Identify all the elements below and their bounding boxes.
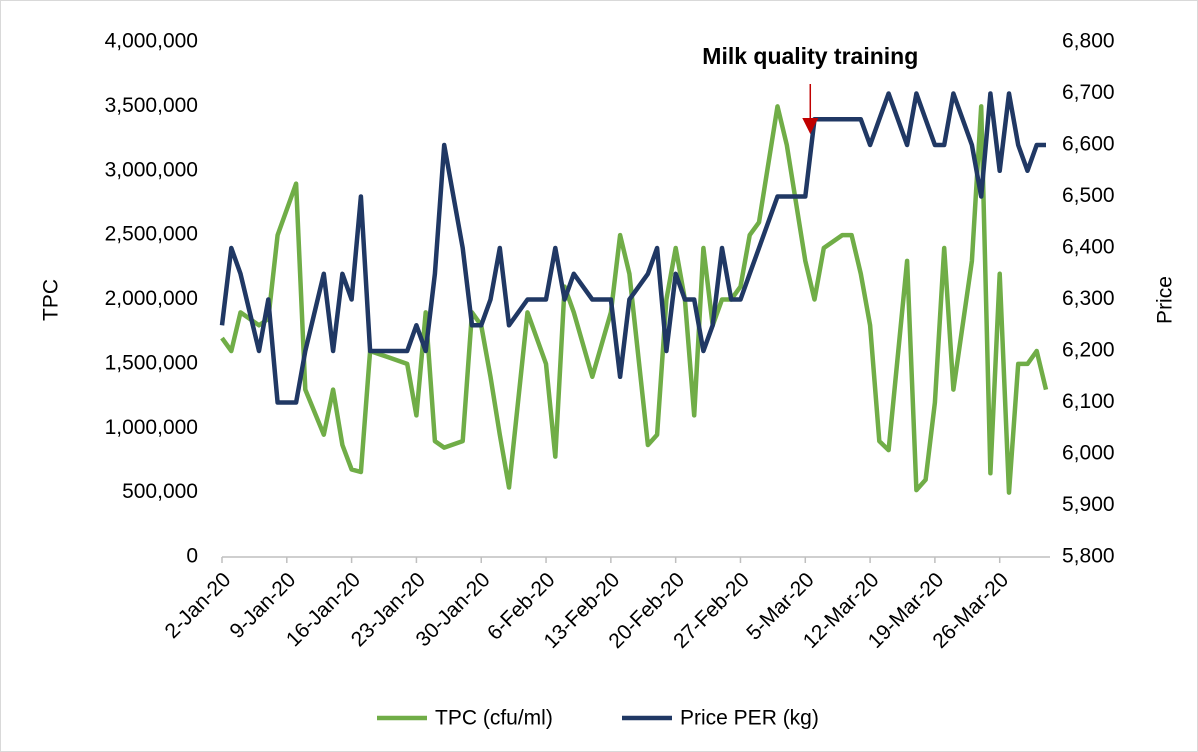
y2-tick-label: 6,100 [1062,390,1115,413]
series-line [220,104,1049,495]
y-tick-label: 4,000,000 [105,30,198,53]
y-tick-label: 0 [186,545,198,568]
legend-label: TPC (cfu/ml) [435,707,553,730]
annotation-text: Milk quality training [702,43,918,69]
y2-tick-label: 6,300 [1062,287,1115,310]
y-tick-label: 1,500,000 [105,351,198,374]
y-tick-label: 2,000,000 [105,287,198,310]
y2-axis-label: Price [1154,276,1177,324]
y-tick-label: 500,000 [122,480,198,503]
y-tick-label: 3,500,000 [105,94,198,117]
y2-tick-label: 6,400 [1062,236,1115,259]
series-line [219,91,1046,405]
y2-tick-label: 5,900 [1062,493,1115,516]
y2-tick-label: 6,000 [1062,442,1115,465]
annotation-arrowhead [802,118,819,134]
y2-tick-label: 6,500 [1062,184,1115,207]
y2-tick-label: 6,800 [1062,30,1115,53]
y2-tick-label: 6,700 [1062,81,1115,104]
y-tick-label: 2,500,000 [105,223,198,246]
legend-label: Price PER (kg) [680,707,819,730]
y-axis-label: TPC [40,279,63,321]
y-tick-label: 1,000,000 [105,416,198,439]
y2-tick-label: 5,800 [1062,545,1115,568]
y2-tick-label: 6,600 [1062,133,1115,156]
y-tick-label: 3,000,000 [105,158,198,181]
y2-tick-label: 6,200 [1062,339,1115,362]
